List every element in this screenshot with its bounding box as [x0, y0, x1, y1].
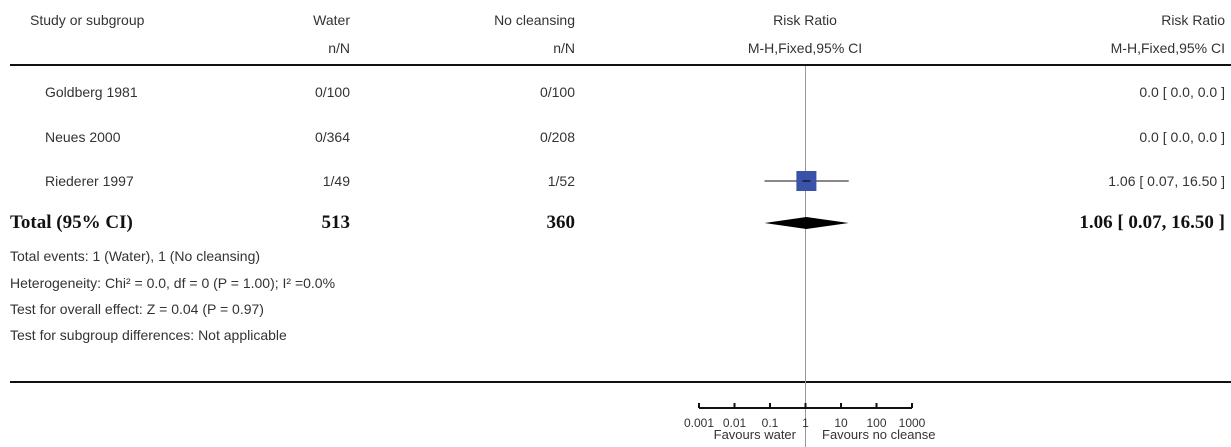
header-no-cleansing: No cleansing — [494, 12, 575, 28]
study-rr-text: 0.0 [ 0.0, 0.0 ] — [1139, 84, 1225, 100]
header-risk-ratio-text: Risk Ratio — [1161, 12, 1225, 28]
total-label: Total (95% CI) — [10, 212, 133, 233]
bottom-rule — [10, 381, 1231, 383]
footnote-overall-effect: Test for overall effect: Z = 0.04 (P = 0… — [10, 301, 264, 317]
header-method-plot: M-H,Fixed,95% CI — [747, 40, 863, 56]
x-axis-tick-label: 0.01 — [723, 416, 747, 430]
total-water: 513 — [321, 212, 351, 233]
x-axis-tick-label: 0.001 — [684, 416, 714, 430]
study-rr-text: 0.0 [ 0.0, 0.0 ] — [1139, 129, 1225, 145]
x-axis-tick-label: 1 — [802, 416, 809, 430]
study-name: Riederer 1997 — [45, 173, 134, 189]
x-axis-tick-label: 100 — [866, 416, 886, 430]
study-rr-text: 1.06 [ 0.07, 16.50 ] — [1108, 173, 1225, 189]
study-name: Neues 2000 — [45, 129, 121, 145]
x-axis-tick-label: 10 — [834, 416, 848, 430]
x-axis-tick-label: 1000 — [899, 416, 926, 430]
total-no-cleansing: 360 — [546, 212, 576, 233]
header-water: Water — [313, 12, 350, 28]
header-no-cleansing-nN: n/N — [553, 40, 575, 56]
favours-left-label: Favours water — [713, 427, 796, 442]
header-method-text: M-H,Fixed,95% CI — [1110, 40, 1225, 56]
favours-right-label: Favours no cleanse — [822, 427, 936, 442]
pooled-diamond — [764, 217, 849, 229]
study-no-cleansing: 1/52 — [547, 173, 575, 189]
footnote-heterogeneity: Heterogeneity: Chi² = 0.0, df = 0 (P = 1… — [10, 275, 336, 291]
header-water-nN: n/N — [328, 40, 350, 56]
study-water: 0/364 — [314, 129, 350, 145]
footnote-subgroup: Test for subgroup differences: Not appli… — [10, 327, 287, 343]
study-water: 0/100 — [314, 84, 350, 100]
study-no-cleansing: 0/100 — [539, 84, 575, 100]
study-name: Goldberg 1981 — [45, 84, 138, 100]
study-no-cleansing: 0/208 — [539, 129, 575, 145]
x-axis-tick-label: 0.1 — [762, 416, 779, 430]
study-water: 1/49 — [322, 173, 350, 189]
header-risk-ratio-plot: Risk Ratio — [773, 12, 837, 28]
header-rule — [10, 64, 1231, 66]
header-study-or-subgroup: Study or subgroup — [30, 12, 145, 28]
total-rr-text: 1.06 [ 0.07, 16.50 ] — [1079, 212, 1225, 233]
footnote-total-events: Total events: 1 (Water), 1 (No cleansing… — [10, 248, 261, 264]
